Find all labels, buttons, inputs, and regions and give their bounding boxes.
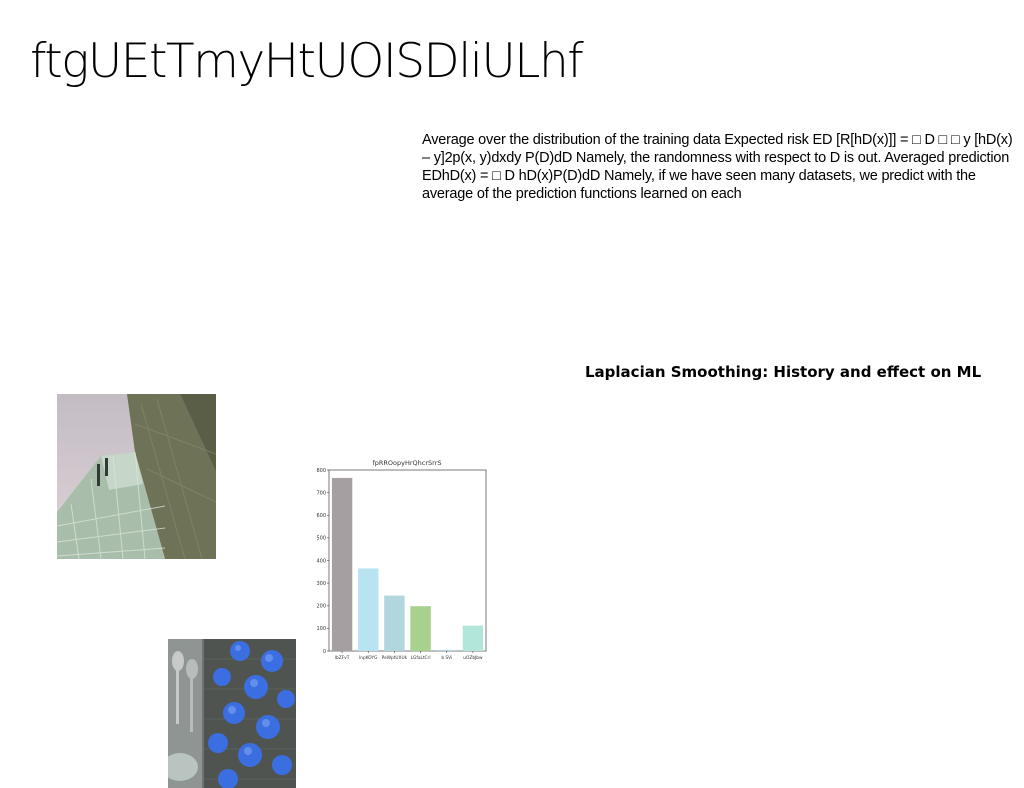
bar <box>384 595 405 651</box>
chart-title: fpRROopyHrQhcrSrrS <box>372 459 441 467</box>
x-tick-label: b SVi <box>441 655 452 661</box>
y-tick-label: 200 <box>316 604 326 610</box>
y-tick-label: 100 <box>316 626 326 632</box>
bar-chart: fpRROopyHrQhcrSrrS 0 100 200 300 400 500 600 70… <box>305 455 495 670</box>
bar <box>462 625 484 651</box>
bar <box>331 477 353 651</box>
bar <box>410 606 431 651</box>
bar <box>358 568 379 651</box>
x-tick-label: lnpKOYG <box>359 655 377 661</box>
y-tick-label: 300 <box>316 581 326 587</box>
building-photo <box>57 394 216 559</box>
page-title: ftgUEtTmyHtUOISDliULhf <box>30 34 584 89</box>
y-tick-label: 0 <box>323 649 326 655</box>
bar <box>436 649 457 651</box>
x-tick-label: lbZFvT <box>335 655 350 661</box>
y-tick-label: 400 <box>316 558 326 564</box>
y-tick-label: 600 <box>316 513 326 519</box>
y-tick-label: 500 <box>316 536 326 542</box>
x-tick-label: PeWptUXUk <box>382 655 408 661</box>
body-paragraph: Average over the distribution of the tra… <box>422 132 1013 202</box>
x-tick-label: LGfaLtCrl <box>411 655 431 661</box>
y-tick-label: 800 <box>316 468 326 474</box>
plot-frame <box>328 469 487 652</box>
food-photo <box>168 639 296 788</box>
x-tick-label: uOZbJbw <box>463 655 483 661</box>
y-tick-label: 700 <box>316 490 326 496</box>
section-heading: Laplacian Smoothing: History and effect … <box>585 363 982 381</box>
